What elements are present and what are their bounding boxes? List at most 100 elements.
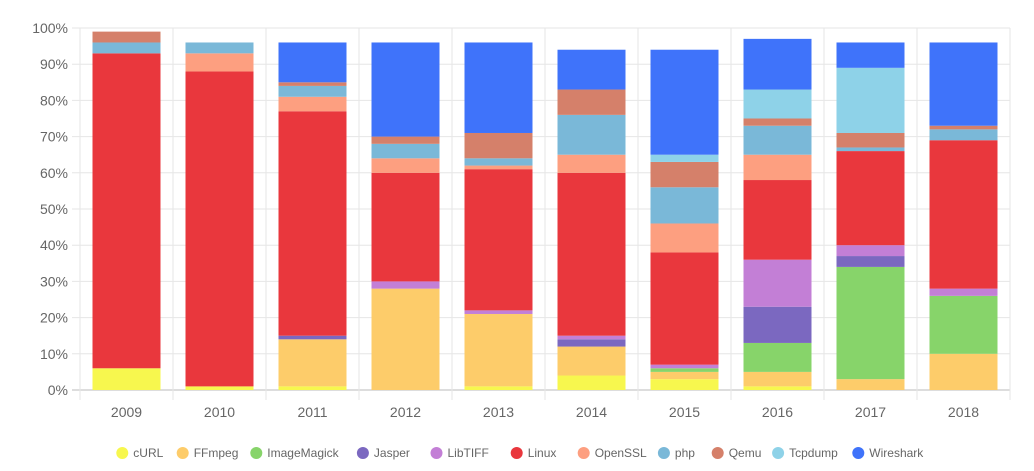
- bar-segment-ffmpeg-2014: [557, 346, 626, 376]
- bar-segment-php-2015: [650, 187, 719, 224]
- bar-segment-qemu-2009: [92, 31, 161, 43]
- bar-segment-jasper-2017: [836, 256, 905, 267]
- bar-segment-php-2009: [92, 42, 161, 54]
- legend-marker-jasper: [356, 447, 369, 459]
- bar-segment-wireshark-2017: [836, 42, 905, 68]
- y-tick-label: 100%: [32, 20, 68, 36]
- x-tick-label: 2010: [204, 404, 235, 420]
- bar-segment-wireshark-2018: [929, 42, 998, 126]
- bar-segment-php-2016: [743, 125, 812, 155]
- bar-segment-linux-2010: [185, 71, 254, 387]
- bar-segment-qemu-2016: [743, 118, 812, 126]
- legend-label: FFmpeg: [194, 446, 239, 460]
- y-tick-label: 90%: [40, 56, 68, 72]
- bar-segment-libtiff-2012: [371, 281, 440, 289]
- x-tick-label: 2009: [111, 404, 142, 420]
- x-tick-label: 2012: [390, 404, 421, 420]
- bar-segment-ffmpeg-2012: [371, 288, 440, 390]
- bar-segment-tcpdump-2016: [743, 89, 812, 119]
- bar-segment-linux-2016: [743, 180, 812, 260]
- bar-segment-php-2018: [929, 129, 998, 141]
- bar-segment-qemu-2018: [929, 125, 998, 130]
- legend-label: LibTIFF: [448, 446, 489, 460]
- bar-segment-ffmpeg-2011: [278, 339, 347, 387]
- bar-segment-openssl-2014: [557, 154, 626, 173]
- bar-segment-linux-2012: [371, 172, 440, 282]
- legend-label: OpenSSL: [595, 446, 647, 460]
- bar-segment-qemu-2011: [278, 82, 347, 86]
- legend-label: Linux: [528, 446, 557, 460]
- x-tick-label: 2015: [669, 404, 700, 420]
- bar-segment-qemu-2017: [836, 132, 905, 148]
- legend-marker-curl: [116, 447, 129, 459]
- bar-segment-wireshark-2016: [743, 38, 812, 90]
- bar-segment-openssl-2010: [185, 53, 254, 72]
- bar-segment-php-2013: [464, 158, 533, 166]
- legend-label: Jasper: [374, 446, 410, 460]
- bar-segment-jasper-2014: [557, 339, 626, 347]
- bar-segment-wireshark-2011: [278, 42, 347, 83]
- legend-label: Wireshark: [869, 446, 924, 460]
- bar-segment-qemu-2012: [371, 136, 440, 144]
- bar-segment-linux-2013: [464, 169, 533, 311]
- x-tick-label: 2017: [855, 404, 886, 420]
- bar-segment-tcpdump-2015: [650, 154, 719, 162]
- legend-label: cURL: [133, 446, 163, 460]
- y-tick-label: 20%: [40, 310, 68, 326]
- legend-label: Tcpdump: [789, 446, 838, 460]
- legend-marker-libtiff: [430, 447, 443, 459]
- bar-segment-ffmpeg-2013: [464, 313, 533, 387]
- bar-segment-linux-2009: [92, 53, 161, 369]
- bar-segment-jasper-2016: [743, 306, 812, 343]
- bar-segment-curl-2011: [278, 386, 347, 390]
- bar-segment-libtiff-2016: [743, 259, 812, 307]
- legend-marker-wireshark: [852, 447, 865, 459]
- y-tick-label: 70%: [40, 129, 68, 145]
- x-tick-label: 2014: [576, 404, 607, 420]
- bar-segment-curl-2010: [185, 386, 254, 390]
- bar-segment-php-2010: [185, 42, 254, 54]
- y-tick-label: 60%: [40, 165, 68, 181]
- bar-segment-php-2014: [557, 114, 626, 155]
- legend-marker-openssl: [577, 447, 590, 459]
- legend-label: ImageMagick: [267, 446, 339, 460]
- bar-segment-php-2011: [278, 85, 347, 97]
- bar-segment-tcpdump-2017: [836, 67, 905, 133]
- bar-segment-imagemagick-2015: [650, 368, 719, 372]
- legend-marker-imagemagick: [250, 447, 263, 459]
- bar-segment-curl-2016: [743, 386, 812, 390]
- y-tick-label: 0%: [48, 382, 68, 398]
- bar-segment-ffmpeg-2016: [743, 371, 812, 387]
- y-tick-label: 30%: [40, 273, 68, 289]
- legend-marker-ffmpeg: [176, 447, 189, 459]
- bar-segment-php-2017: [836, 147, 905, 152]
- legend-label: php: [675, 446, 695, 460]
- y-tick-label: 50%: [40, 201, 68, 217]
- bar-segment-openssl-2012: [371, 158, 440, 173]
- bar-segment-curl-2009: [92, 368, 161, 390]
- bar-segment-ffmpeg-2018: [929, 353, 998, 390]
- bar-segment-openssl-2013: [464, 165, 533, 170]
- x-tick-label: 2018: [948, 404, 979, 420]
- bar-segment-wireshark-2014: [557, 49, 626, 90]
- bar-segment-ffmpeg-2015: [650, 371, 719, 380]
- bar-segment-qemu-2015: [650, 161, 719, 188]
- y-tick-label: 80%: [40, 92, 68, 108]
- legend-label: Qemu: [729, 446, 762, 460]
- bar-segment-wireshark-2013: [464, 42, 533, 133]
- bar-segment-linux-2014: [557, 172, 626, 336]
- bar-segment-wireshark-2015: [650, 49, 719, 155]
- bar-segment-linux-2018: [929, 140, 998, 289]
- bar-segment-qemu-2014: [557, 89, 626, 115]
- bar-segment-libtiff-2013: [464, 310, 533, 314]
- bar-segment-imagemagick-2017: [836, 266, 905, 380]
- bar-segment-imagemagick-2016: [743, 342, 812, 372]
- legend-marker-linux: [510, 447, 523, 459]
- bar-segment-linux-2017: [836, 151, 905, 246]
- bar-segment-libtiff-2015: [650, 364, 719, 369]
- bar-segment-qemu-2013: [464, 132, 533, 159]
- legend-marker-tcpdump: [772, 447, 785, 459]
- bar-segment-openssl-2016: [743, 154, 812, 181]
- bar-segment-ffmpeg-2017: [836, 379, 905, 390]
